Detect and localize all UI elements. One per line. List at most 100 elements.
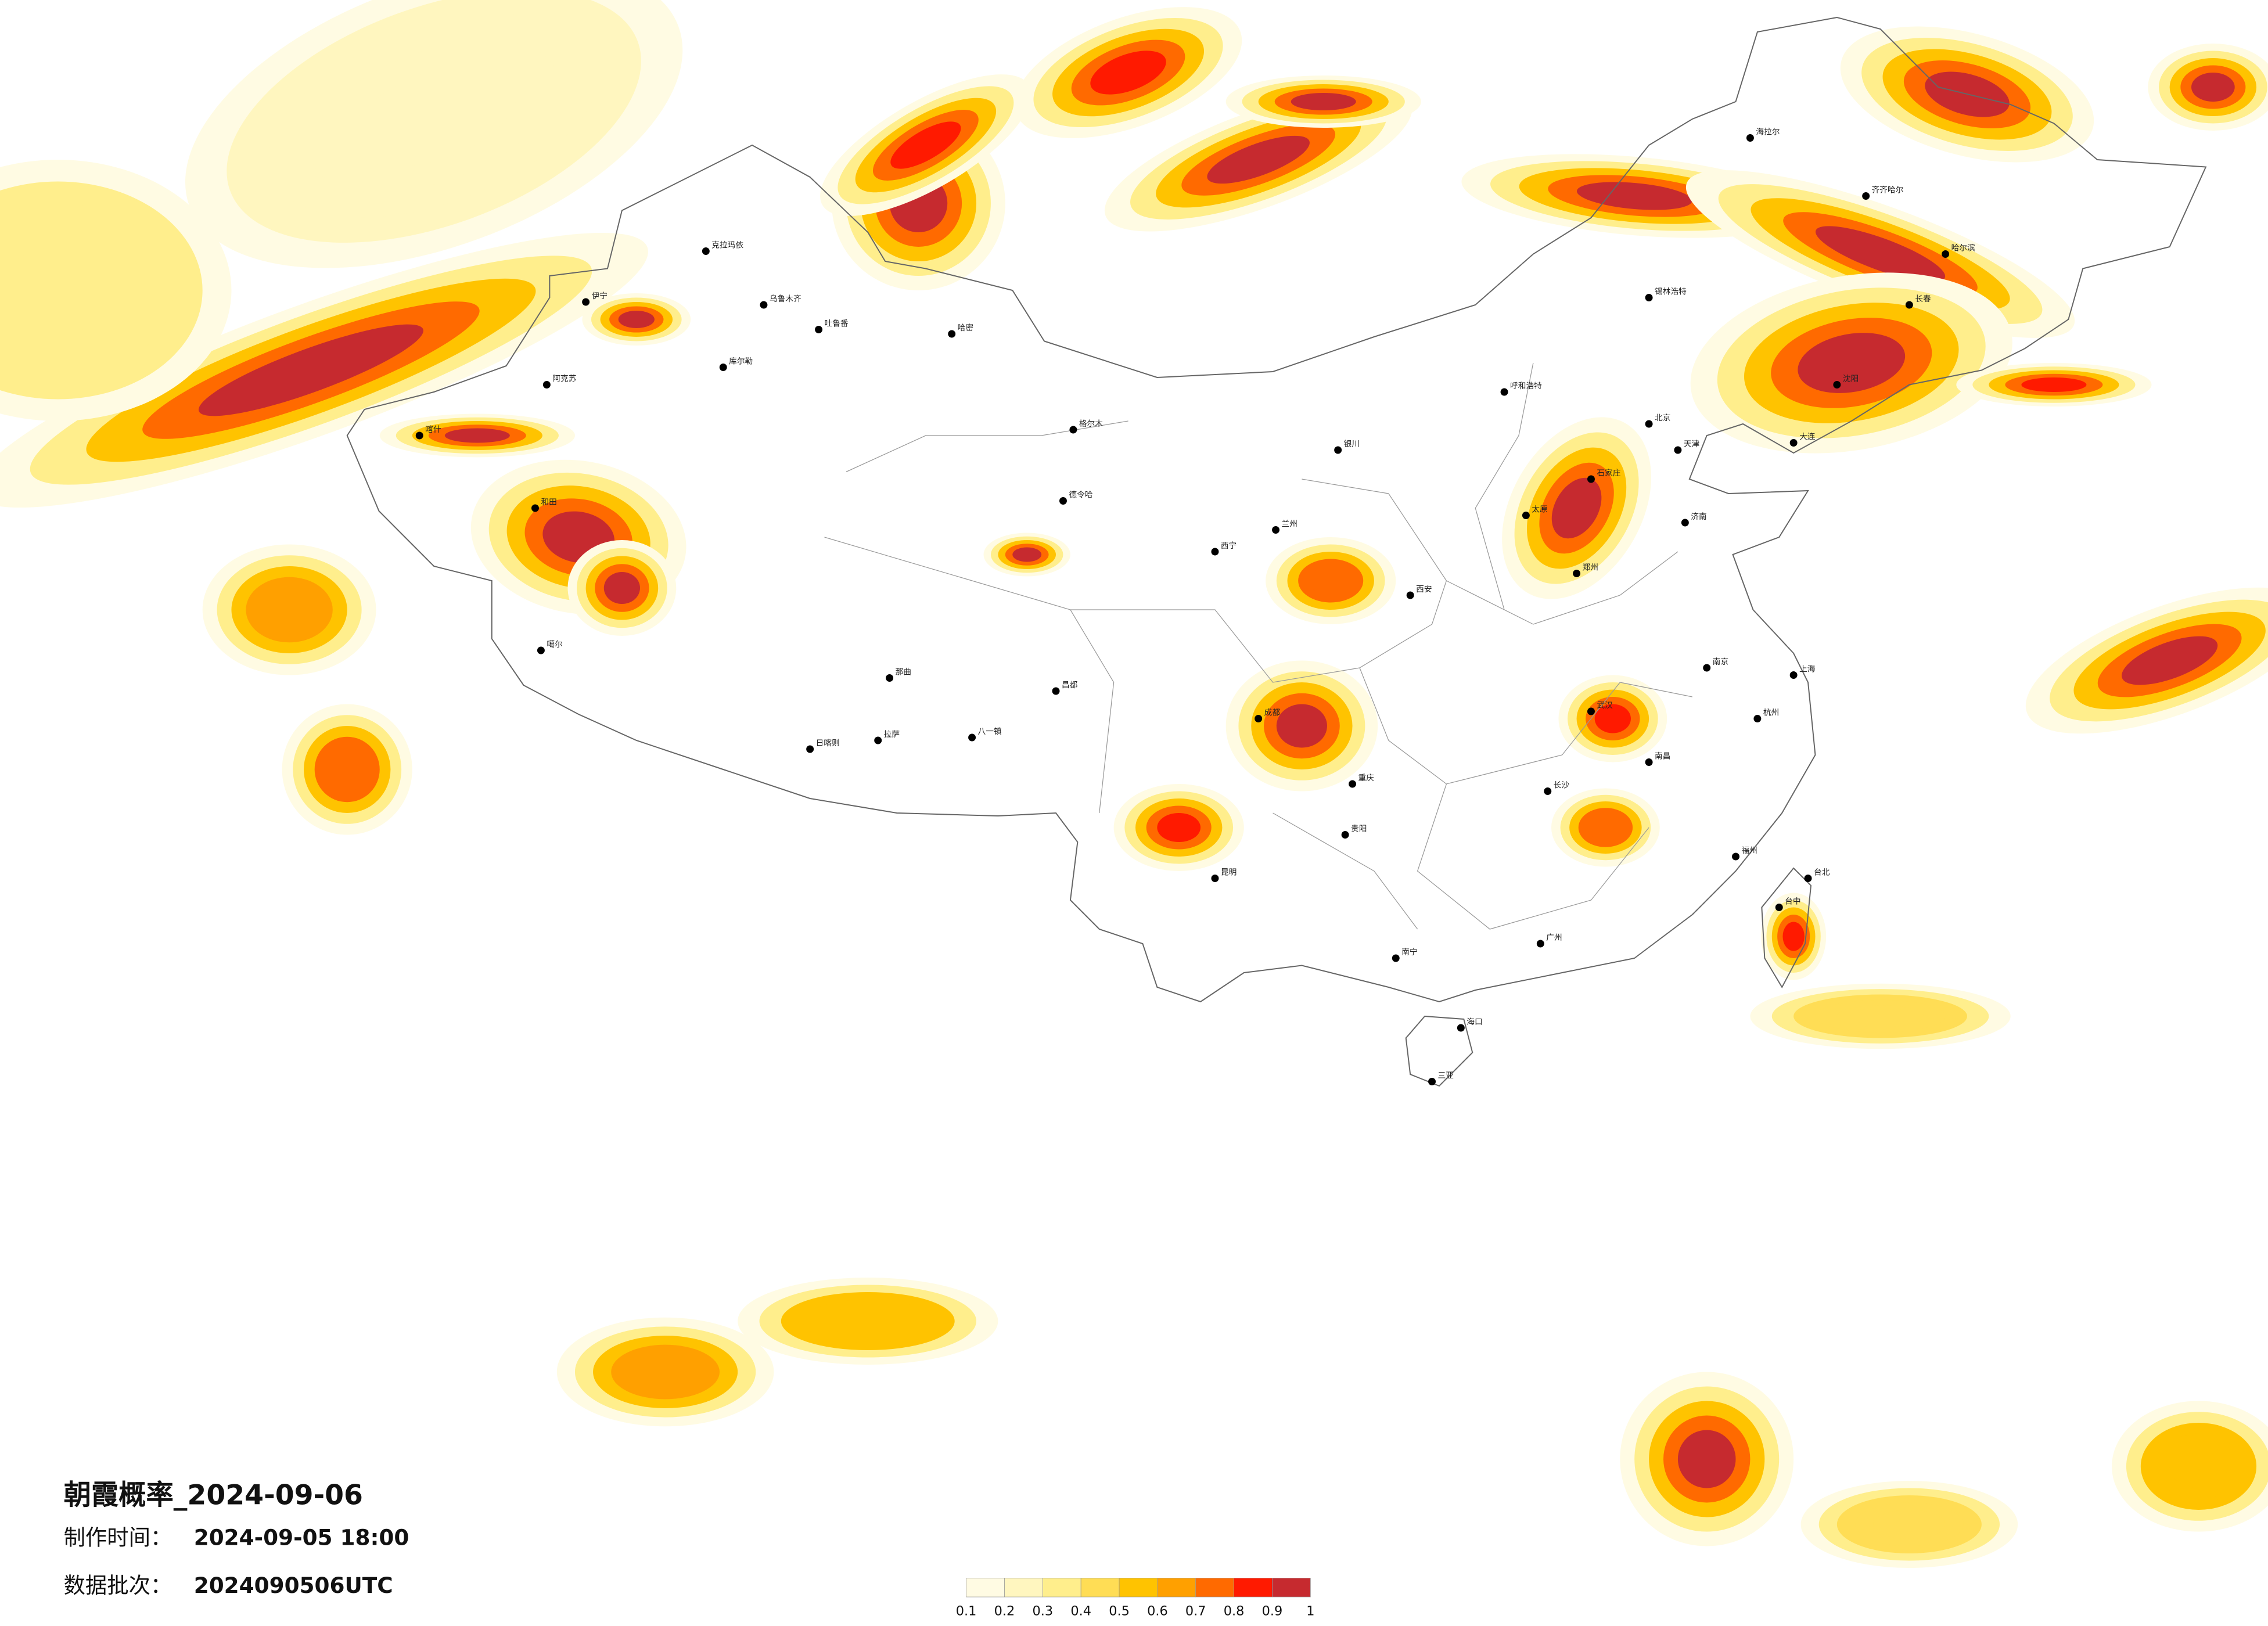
city-label: 齐齐哈尔 (1872, 185, 1904, 195)
probability-patch (1798, 333, 1906, 393)
probability-patch (1276, 704, 1327, 748)
city-dot (1942, 250, 1950, 258)
legend-tick-label: 0.7 (1185, 1603, 1206, 1618)
city-label: 南京 (1713, 657, 1728, 667)
city-dot (1645, 420, 1653, 428)
probability-patch (1873, 1510, 1946, 1539)
probability-patch (260, 588, 318, 632)
city-label: 昌都 (1062, 681, 1078, 690)
city-label: 昆明 (1221, 868, 1237, 877)
city-dot (1573, 570, 1581, 577)
city-label: 那曲 (896, 667, 911, 677)
city-dot (1052, 687, 1060, 695)
city-label: 海口 (1467, 1017, 1482, 1027)
city-dot (1681, 519, 1689, 527)
city-label: 海拉尔 (1756, 127, 1780, 136)
city-label: 成都 (1264, 708, 1281, 717)
city-dot (1500, 388, 1508, 396)
taiwan (1761, 867, 1812, 989)
city-dot (874, 736, 882, 744)
probability-patch (1207, 135, 1310, 184)
city-dot (1349, 780, 1357, 788)
city-label: 武汉 (1597, 701, 1613, 710)
city-dot (1587, 475, 1595, 483)
city-label: 伊宁 (592, 291, 608, 301)
city-dot (948, 330, 956, 338)
city-dot (1334, 446, 1342, 454)
legend-tick-label: 0.5 (1109, 1603, 1130, 1618)
city-dot (1804, 875, 1812, 883)
legend-tick-label: 0.1 (956, 1603, 977, 1618)
probability-patch (2021, 377, 2087, 392)
city-dot (1645, 758, 1653, 767)
city-dot (1587, 707, 1595, 715)
probability-field (0, 0, 2268, 1568)
probability-patch (1309, 566, 1353, 595)
batch-label: 数据批次： (64, 1573, 172, 1598)
probability-patch (1157, 813, 1201, 842)
legend-tick-label: 0.8 (1224, 1603, 1245, 1618)
city-label: 长春 (1915, 294, 1931, 304)
city-label: 锡林浩特 (1655, 287, 1687, 296)
city-dot (542, 381, 551, 388)
city-label: 哈尔滨 (1951, 243, 1975, 253)
city-label: 北京 (1655, 413, 1670, 423)
city-dot (1428, 1078, 1436, 1086)
city-dot (1272, 526, 1280, 534)
china-border (346, 16, 2207, 1003)
city-label: 郑州 (1583, 563, 1598, 572)
probability-patch (1090, 51, 1166, 95)
city-label: 吐鲁番 (825, 319, 849, 328)
city-label: 台北 (1814, 868, 1830, 877)
probability-patch (2191, 73, 2235, 102)
province-lines (824, 362, 1692, 930)
legend-swatch (1272, 1578, 1311, 1598)
legend-tick-label: 1 (1306, 1603, 1314, 1618)
city-label: 德令哈 (1069, 490, 1092, 499)
legend-swatch (1234, 1578, 1273, 1598)
city-label: 上海 (1799, 664, 1816, 674)
city-dot (1746, 134, 1754, 142)
city-label: 库尔勒 (729, 357, 753, 366)
probability-patch (325, 747, 369, 792)
city-dot (1522, 512, 1530, 519)
city-dot (1211, 548, 1219, 556)
legend-swatch (1080, 1578, 1120, 1598)
city-label: 台中 (1785, 897, 1800, 906)
probability-patch (351, 65, 517, 167)
probability-patch (629, 1354, 702, 1390)
probability-patch (1551, 477, 1602, 539)
legend-swatch (1042, 1578, 1081, 1598)
city-label: 银川 (1344, 440, 1360, 449)
city-label: 南宁 (1401, 947, 1417, 957)
probability-patch (2169, 1444, 2228, 1488)
probability-patch (0, 247, 116, 334)
probability-patch (824, 1307, 911, 1336)
city-label: 沈阳 (1843, 374, 1859, 383)
legend-swatch (1157, 1578, 1196, 1598)
legend-tick-label: 0.6 (1147, 1603, 1168, 1618)
city-dot (1645, 294, 1653, 301)
city-dot (719, 364, 727, 371)
city-label: 西安 (1416, 585, 1432, 594)
batch: 2024090506UTC (194, 1573, 393, 1598)
city-dot (806, 745, 814, 753)
city-label: 哈密 (958, 323, 974, 333)
city-label: 日喀则 (816, 739, 840, 748)
probability-patch (198, 324, 423, 416)
city-label: 阿克苏 (552, 374, 576, 383)
city-dot (760, 301, 768, 309)
probability-patch (1816, 226, 1946, 282)
city-dot (1862, 192, 1870, 200)
city-dot (1905, 301, 1913, 309)
city-dot (1536, 940, 1544, 948)
city-dot (1775, 904, 1783, 912)
city-dot (1392, 954, 1400, 962)
city-dot (537, 646, 545, 654)
probability-patch (2122, 636, 2218, 685)
probability-patch (1594, 704, 1631, 733)
legend-tick-label: 0.9 (1262, 1603, 1283, 1618)
